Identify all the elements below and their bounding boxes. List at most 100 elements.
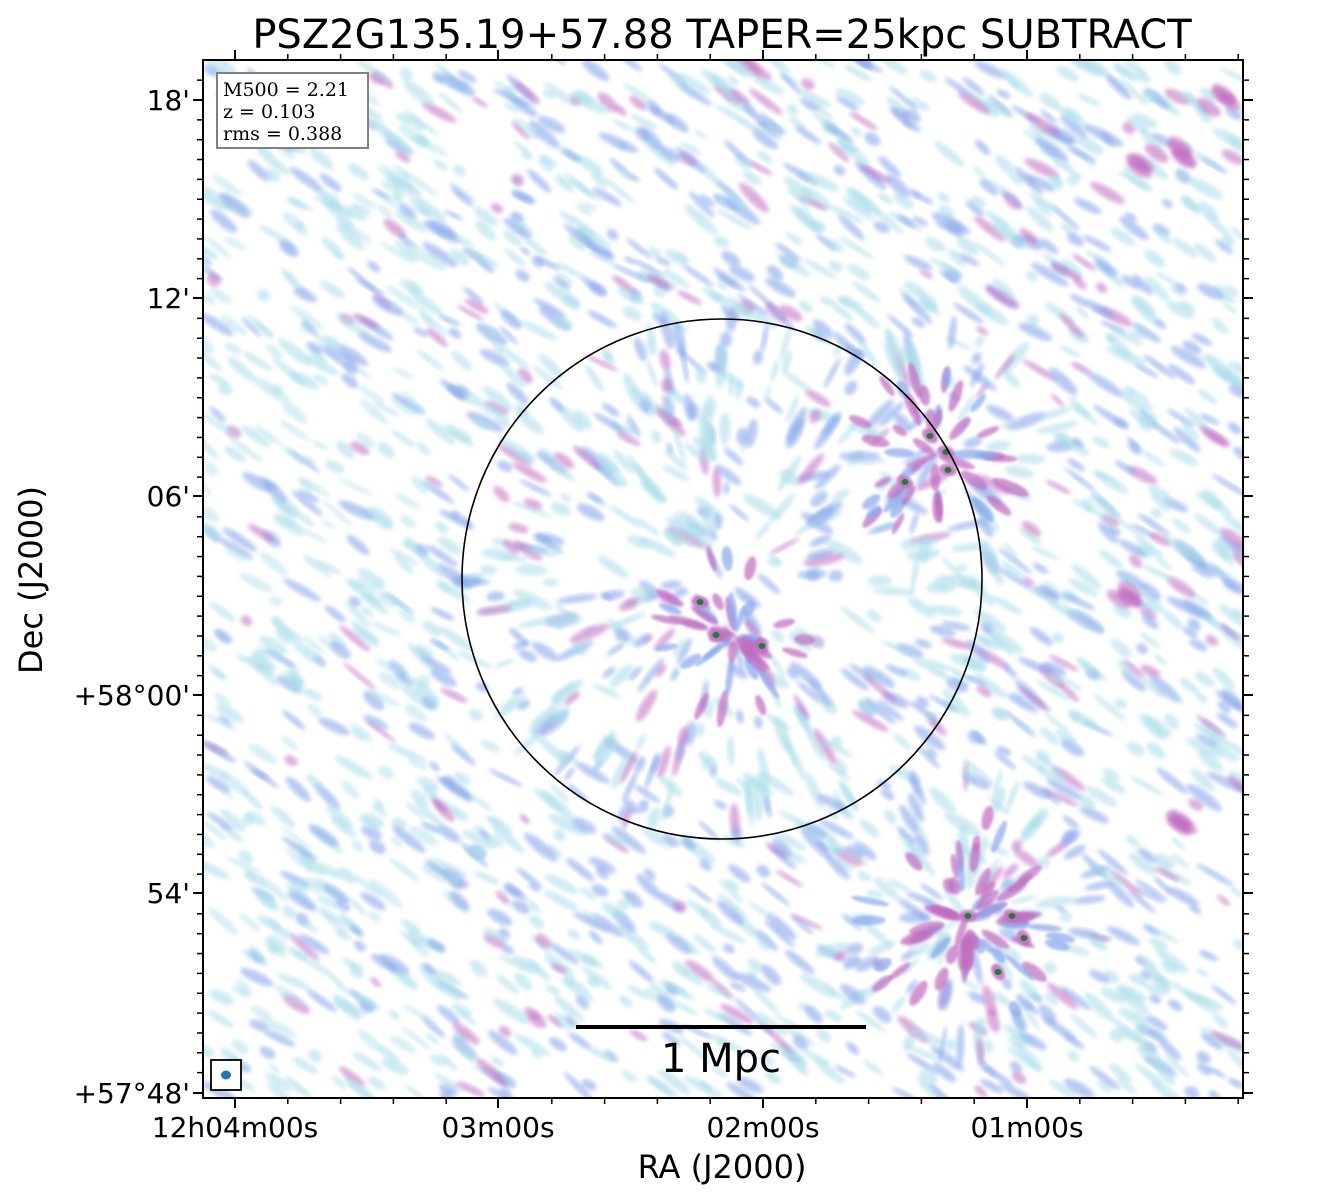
emission-blob [498,954,537,975]
emission-blob [810,488,827,503]
emission-blob [471,795,492,811]
emission-blob [439,1053,458,1072]
emission-blob [527,708,558,733]
emission-blob [873,877,900,900]
emission-blob [975,1016,987,1035]
emission-blob [659,349,671,371]
emission-blob [214,628,232,645]
emission-blob [584,364,604,392]
emission-blob [928,1083,956,1098]
emission-blob [324,605,346,623]
emission-blob [325,460,345,474]
emission-blob [673,637,687,658]
emission-blob [417,305,448,338]
emission-blob [724,140,749,164]
emission-blob [421,1017,446,1038]
emission-blob [402,170,439,197]
emission-blob [1144,143,1169,163]
emission-blob [719,60,756,78]
emission-blob [306,773,322,790]
emission-blob [592,246,615,260]
emission-blob [546,615,564,631]
emission-blob [341,780,360,799]
emission-blob [799,98,819,112]
emission-blob [556,593,598,604]
emission-blob [966,639,991,664]
emission-blob [614,104,627,117]
emission-blob [1067,458,1085,472]
emission-blob [258,875,290,902]
emission-blob [250,652,277,670]
emission-blob [258,1017,297,1038]
emission-blob [980,938,994,953]
emission-blob [683,442,708,463]
emission-blob [348,596,361,607]
emission-blob [1212,667,1236,691]
emission-blob [531,641,558,661]
emission-blob [1200,354,1216,365]
emission-blob [609,664,634,688]
emission-blob [564,1015,578,1028]
emission-blob [867,523,897,535]
emission-blob [980,881,996,899]
emission-blob [1186,737,1222,758]
emission-blob [601,403,620,417]
emission-blob [1053,158,1072,171]
emission-blob [1090,862,1127,889]
emission-blob [866,609,882,622]
emission-blob [491,823,525,854]
emission-blob [421,655,452,674]
plot-frame [202,59,1244,1099]
emission-blob [971,496,994,523]
emission-blob [926,433,934,439]
emission-blob [602,666,616,679]
emission-blob [715,366,725,389]
y-tick-label: +58°00' [74,679,190,712]
emission-blob [503,217,531,240]
emission-blob [699,859,712,871]
emission-blob [1098,549,1124,569]
emission-blob [479,401,503,417]
emission-blob [633,784,661,803]
emission-blob [241,788,263,811]
emission-blob [614,924,650,951]
emission-blob [377,442,395,458]
emission-blob [674,146,706,174]
emission-blob [1076,656,1099,680]
emission-blob [979,179,999,196]
emission-blob [520,246,531,256]
emission-blob [698,821,720,841]
emission-blob [992,991,1012,1006]
emission-blob [627,984,651,999]
emission-blob [1129,554,1142,568]
emission-blob [776,252,811,277]
emission-blob [643,868,656,881]
chart-title: PSZ2G135.19+57.88 TAPER=25kpc SUBTRACT [252,12,1192,58]
emission-blob [899,958,919,977]
emission-blob [991,707,1008,721]
emission-blob [378,591,402,608]
emission-blob [1171,836,1185,850]
emission-blob [733,972,772,993]
emission-blob [803,172,840,192]
emission-blob [223,236,246,250]
emission-blob [862,1060,884,1076]
emission-blob [456,1081,486,1097]
emission-blob [266,343,283,360]
emission-blob [1077,93,1101,107]
emission-blob [837,296,864,315]
emission-blob [1137,847,1158,864]
emission-blob [855,955,881,972]
emission-blob [1085,251,1112,265]
emission-blob [404,536,418,551]
emission-blob [717,689,729,728]
emission-blob [503,539,519,555]
emission-blob [425,418,456,445]
emission-blob [601,902,627,921]
emission-blob [361,825,382,840]
emission-blob [1196,863,1234,887]
redshift-label: z = 0.103 [223,101,315,123]
emission-blob [731,302,751,316]
emission-blob [979,1078,1004,1094]
emission-blob [519,813,530,825]
